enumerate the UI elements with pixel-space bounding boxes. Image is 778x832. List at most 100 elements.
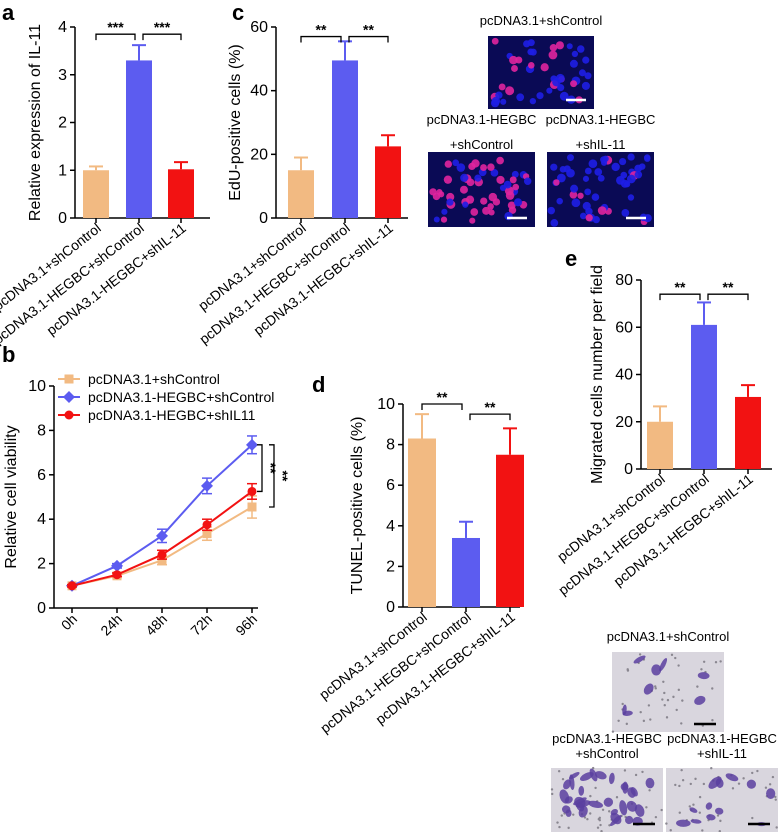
significance-label: ** (363, 22, 374, 38)
membrane-pore (689, 782, 692, 786)
nucleus (559, 91, 569, 101)
nucleus (619, 157, 627, 166)
panel-letter-d: d (312, 372, 325, 397)
migrated-cell (697, 672, 710, 680)
nucleus (638, 163, 646, 170)
migrated-cell (622, 704, 627, 716)
membrane-pore (615, 796, 619, 799)
significance-bracket (269, 444, 275, 508)
membrane-pore (591, 766, 595, 770)
nucleus (523, 40, 531, 48)
membrane-pore (654, 815, 658, 819)
edu-positive-nucleus (509, 176, 517, 184)
y-tick-label: 0 (37, 600, 46, 617)
membrane-pore (742, 777, 745, 780)
membrane-pore (714, 661, 718, 664)
y-tick-label: 0 (259, 210, 268, 227)
edu-positive-nucleus (505, 86, 515, 96)
nucleus (581, 81, 590, 90)
data-point (247, 502, 257, 512)
nucleus (626, 174, 636, 184)
significance-label: ** (675, 279, 686, 295)
edu-positive-nucleus (585, 214, 593, 222)
nucleus (557, 173, 566, 183)
x-tick-label: 48h (142, 611, 170, 639)
membrane-pore (621, 702, 624, 706)
nucleus (585, 207, 593, 216)
nucleus (552, 77, 561, 87)
nucleus (582, 175, 590, 182)
edu-positive-nucleus (469, 217, 476, 224)
y-tick-label: 60 (250, 19, 268, 36)
significance-bracket (421, 403, 463, 410)
migrated-cell (689, 807, 698, 813)
data-point (247, 486, 257, 496)
y-tick-label: 8 (386, 437, 395, 454)
migrated-cell (573, 797, 587, 806)
membrane-pore (681, 779, 685, 782)
edu-positive-nucleus (570, 80, 578, 88)
migrated-cell (725, 773, 739, 782)
edu-positive-nucleus (577, 192, 584, 199)
membrane-pore (625, 722, 629, 726)
significance-label: ** (723, 279, 734, 295)
nucleus (601, 159, 608, 166)
nucleus (591, 193, 600, 201)
migrated-cell (705, 802, 713, 810)
membrane-pore (702, 660, 706, 664)
membrane-pore (665, 716, 669, 719)
membrane-pore (623, 769, 627, 772)
migrated-cell (625, 815, 634, 825)
migrated-cell (634, 804, 645, 817)
migrated-cell (608, 772, 615, 785)
nucleus (462, 201, 469, 208)
migrated-cell (645, 777, 655, 789)
membrane-pore (665, 822, 668, 825)
panel-letter-b: b (2, 342, 15, 367)
migrated-cell (626, 800, 638, 812)
nucleus (582, 56, 590, 64)
membrane-pore (710, 767, 713, 770)
nucleus (550, 163, 558, 171)
y-tick-label: 6 (386, 477, 395, 494)
edu-positive-nucleus (470, 208, 479, 216)
significance-bracket (348, 35, 389, 43)
membrane-pore (662, 680, 665, 683)
membrane-pore (719, 819, 722, 823)
y-tick-label: 4 (37, 511, 46, 528)
membrane-pore (558, 825, 561, 829)
panel-letter-c: c (232, 0, 244, 25)
edu-positive-nucleus (498, 83, 506, 91)
nucleus (579, 212, 587, 220)
migrated-cell (708, 776, 722, 789)
nucleus (556, 197, 563, 205)
membrane-pore (594, 786, 597, 790)
y-tick-label: 40 (250, 83, 268, 100)
significance-label: ** (263, 463, 279, 474)
legend-label: pcDNA3.1-HEGBC+shIL11 (88, 407, 256, 423)
micrograph-caption: +shIL-11 (697, 746, 747, 761)
panel-letter-a: a (2, 0, 15, 25)
membrane-pore (660, 808, 663, 812)
y-tick-label: 6 (37, 467, 46, 484)
significance-bracket (142, 33, 182, 41)
membrane-pore (677, 664, 680, 667)
micrograph-caption: +shControl (575, 746, 638, 761)
y-tick-label: 2 (58, 115, 67, 132)
data-point (246, 438, 258, 451)
membrane-pore (634, 773, 638, 777)
edu-positive-nucleus (511, 65, 518, 72)
data-point (64, 374, 74, 384)
nucleus (546, 87, 553, 94)
membrane-pore (751, 816, 754, 820)
nucleus (571, 198, 581, 208)
membrane-pore (711, 687, 714, 690)
membrane-pore (599, 823, 602, 827)
membrane-pore (561, 777, 565, 781)
membrane-pore (711, 719, 714, 722)
significance-bracket (659, 293, 701, 301)
membrane-pore (589, 812, 592, 815)
membrane-pore (675, 708, 678, 712)
membrane-pore (639, 710, 642, 714)
